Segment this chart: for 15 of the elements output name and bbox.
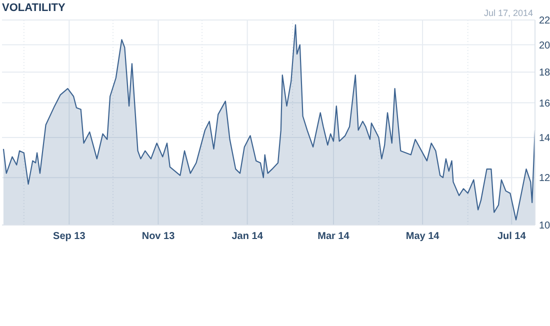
y-tick-label: 20 <box>539 40 550 52</box>
chart-title: VOLATILITY <box>2 2 66 14</box>
x-tick-label: Jul 14 <box>497 231 526 242</box>
x-tick-label: Jan 14 <box>232 231 264 242</box>
x-tick-label: Nov 13 <box>142 231 176 242</box>
x-tick-label: May 14 <box>406 231 440 242</box>
y-tick-label: 12 <box>539 173 550 184</box>
y-tick-label: 10 <box>539 220 550 232</box>
y-tick-label: 22 <box>539 16 550 26</box>
y-tick-label: 16 <box>539 98 550 110</box>
x-tick-label: Mar 14 <box>318 231 350 242</box>
x-tick-label: Sep 13 <box>53 231 86 242</box>
y-tick-label: 18 <box>539 68 550 79</box>
text: Jul 17, 2014 <box>484 8 533 18</box>
y-tick-label: 14 <box>539 133 550 144</box>
